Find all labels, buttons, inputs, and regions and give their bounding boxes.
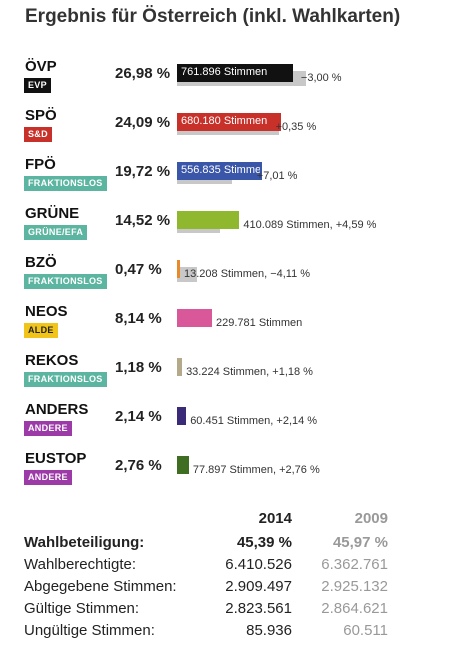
party-name: EUSTOP [25, 450, 87, 467]
bar-2009 [177, 267, 197, 282]
percentage-label: 2,76 % [115, 457, 162, 474]
percentage-label: 8,14 % [115, 310, 162, 327]
votes-label: 229.781 Stimmen [216, 317, 303, 329]
stats-value-2009: 6.362.761 [321, 556, 388, 573]
group-badge: FRAKTIONSLOS [24, 274, 107, 289]
stats-header-2009: 2009 [354, 510, 388, 527]
party-name: NEOS [25, 303, 68, 320]
percentage-label: 26,98 % [115, 65, 171, 82]
party-row-ovp: ÖVP EVP 26,98 % 761.896 Stimmen −3,00 % [0, 58, 472, 106]
change-label: +7,01 % [256, 170, 298, 182]
percentage-label: 19,72 % [115, 163, 171, 180]
party-row-fpo: FPÖ FRAKTIONSLOS 19,72 % 556.835 Stimmen +7,… [0, 156, 472, 204]
stats-label: Gültige Stimmen: [24, 600, 140, 617]
bar-2014 [177, 309, 212, 327]
party-row-bzo: BZÖ FRAKTIONSLOS 0,47 % 13.208 Stimmen, −4,… [0, 254, 472, 302]
bar-2014 [177, 456, 189, 474]
stats-label: Abgegebene Stimmen: [24, 578, 177, 595]
percentage-label: 14,52 % [115, 212, 171, 229]
votes-label: 556.835 Stimmen [181, 164, 260, 176]
votes-label: 410.089 Stimmen, +4,59 % [243, 219, 377, 231]
percentage-label: 1,18 % [115, 359, 162, 376]
stats-value-2009: 2.864.621 [321, 600, 388, 617]
stats-header-row: 2014 2009 [22, 510, 402, 532]
stats-value-2009: 2.925.132 [321, 578, 388, 595]
votes-label: 33.224 Stimmen, +1,18 % [186, 366, 313, 378]
party-name: ANDERS [25, 401, 89, 418]
votes-label: 60.451 Stimmen, +2,14 % [190, 415, 318, 427]
bar-2014 [177, 260, 180, 278]
percentage-label: 24,09 % [115, 114, 171, 131]
group-badge: ANDERE [24, 470, 72, 485]
stats-value-2014: 85.936 [246, 622, 292, 639]
stats-value-2009: 60.511 [343, 622, 388, 639]
bar-2014 [177, 113, 281, 131]
stats-value-2014: 6.410.526 [225, 556, 292, 573]
group-badge: ALDE [24, 323, 58, 338]
votes-label: 680.180 Stimmen [181, 115, 268, 127]
page-title: Ergebnis für Österreich (inkl. Wahlkarte… [25, 6, 401, 27]
party-name: SPÖ [25, 107, 57, 124]
change-label: −3,00 % [300, 72, 342, 84]
group-badge: S&D [24, 127, 52, 142]
stats-label: Ungültige Stimmen: [24, 622, 155, 639]
bar-2014 [177, 162, 262, 180]
stats-row-invalid: Ungültige Stimmen: 85.936 60.511 [22, 622, 402, 644]
party-name: GRÜNE [25, 205, 80, 222]
group-badge: GRÜNE/EFA [24, 225, 88, 240]
stats-row-eligible: Wahlberechtigte: 6.410.526 6.362.761 [22, 556, 402, 578]
percentage-label: 0,47 % [115, 261, 162, 278]
change-label: +0,35 % [275, 121, 317, 133]
group-badge: EVP [24, 78, 51, 93]
stats-row-valid: Gültige Stimmen: 2.823.561 2.864.621 [22, 600, 402, 622]
votes-label: 761.896 Stimmen [181, 66, 268, 78]
stats-label: Wahlbeteiligung: [24, 534, 145, 551]
stats-row-cast: Abgegebene Stimmen: 2.909.497 2.925.132 [22, 578, 402, 600]
party-name: BZÖ [25, 254, 57, 271]
party-row-neos: NEOS ALDE 8,14 % 229.781 Stimmen [0, 303, 472, 351]
party-row-eustop: EUSTOP ANDERE 2,76 % 77.897 Stimmen, +2,76 … [0, 450, 472, 498]
stats-value-2009: 45,97 % [332, 534, 388, 551]
group-badge: ANDERE [24, 421, 72, 436]
votes-label: 77.897 Stimmen, +2,76 % [192, 464, 320, 476]
stats-header-2014: 2014 [258, 510, 292, 527]
votes-label: 13.208 Stimmen, −4,11 % [184, 268, 311, 280]
party-name: ÖVP [25, 58, 57, 75]
group-badge: FRAKTIONSLOS [24, 372, 107, 387]
bar-2014 [177, 358, 183, 376]
party-row-grune: GRÜNE GRÜNE/EFA 14,52 % 410.089 Stimmen, +4… [0, 205, 472, 253]
party-name: FPÖ [25, 156, 56, 173]
party-row-anders: ANDERS ANDERE 2,14 % 60.451 Stimmen, +2,14 … [0, 401, 472, 449]
group-badge: FRAKTIONSLOS [24, 176, 107, 191]
party-name: REKOS [25, 352, 79, 369]
bar-2014 [177, 64, 293, 82]
bar-2014 [177, 211, 240, 229]
bar-2014 [177, 407, 187, 425]
stats-value-2014: 2.909.497 [225, 578, 292, 595]
stats-value-2014: 2.823.561 [225, 600, 292, 617]
stats-label: Wahlberechtigte: [24, 556, 137, 573]
party-row-spo: SPÖ S&D 24,09 % 680.180 Stimmen +0,35 % [0, 107, 472, 155]
stats-row-turnout: Wahlbeteiligung: 45,39 % 45,97 % [22, 534, 402, 556]
party-row-rekos: REKOS FRAKTIONSLOS 1,18 % 33.224 Stimmen, +… [0, 352, 472, 400]
percentage-label: 2,14 % [115, 408, 162, 425]
stats-value-2014: 45,39 % [236, 534, 292, 551]
